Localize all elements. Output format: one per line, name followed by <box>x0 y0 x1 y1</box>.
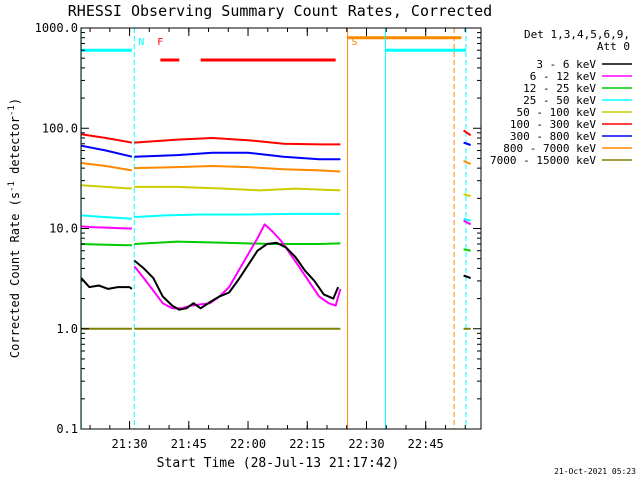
y-tick-label: 0.1 <box>56 422 78 436</box>
legend-label: 300 - 800 keV <box>510 130 596 143</box>
series-line-5-0 <box>81 133 133 144</box>
series-line-2-1 <box>134 240 341 245</box>
series-line-5-2 <box>463 129 472 137</box>
y-tick-label: 1000.0 <box>35 21 78 35</box>
series-line-4-0 <box>81 184 132 190</box>
plot-frame <box>80 27 482 430</box>
series-line-2-0 <box>81 243 132 247</box>
chart-title: RHESSI Observing Summary Count Rates, Co… <box>68 2 492 20</box>
legend-label: 50 - 100 keV <box>517 106 597 119</box>
y-tick-label: 10.0 <box>49 222 78 236</box>
legend-label: 3 - 6 keV <box>536 58 596 71</box>
legend-label: 25 - 50 keV <box>523 94 596 107</box>
x-axis: 21:30 21:45 22:00 22:15 22:30 22:45 <box>89 28 466 451</box>
series-line-7-1 <box>134 165 341 173</box>
series-line-1-1 <box>133 223 342 310</box>
legend-label: 12 - 25 keV <box>523 82 596 95</box>
series-line-7-0 <box>81 162 133 172</box>
annotation-F: F <box>157 37 163 48</box>
series-line-3-2 <box>463 217 471 222</box>
x-tick-label: 22:00 <box>230 437 266 451</box>
y-tick-label: 1.0 <box>56 322 78 336</box>
footer-timestamp: 21-Oct-2021 05:23 <box>554 467 636 476</box>
series-line-0-0 <box>80 277 133 290</box>
series-line-7-2 <box>463 160 472 165</box>
legend-header-line: Att 0 <box>597 40 630 53</box>
series-line-0-2 <box>463 274 472 280</box>
series-line-0-1 <box>133 241 340 311</box>
series-line-5-1 <box>134 137 341 146</box>
legend-label: 6 - 12 keV <box>530 70 597 83</box>
legend-header-line: Det 1,3,4,5,6,9, <box>524 28 630 41</box>
series-line-4-2 <box>463 193 471 198</box>
y-axis: 0.1 1.0 10.0 100.0 1000.0 <box>35 21 481 436</box>
x-tick-label: 22:15 <box>289 437 325 451</box>
series-line-1-2 <box>463 219 472 226</box>
series-line-6-2 <box>463 141 472 146</box>
series-line-4-1 <box>134 185 341 192</box>
series-line-2-2 <box>463 248 471 252</box>
legend-label: 100 - 300 keV <box>510 118 596 131</box>
series-line-6-1 <box>134 151 341 161</box>
annotation-N: N <box>138 37 144 48</box>
legend-label: 7000 - 15000 keV <box>490 154 596 167</box>
x-tick-label: 22:45 <box>408 437 444 451</box>
series-line-3-0 <box>81 214 132 220</box>
series-line-1-0 <box>81 225 132 230</box>
x-axis-label: Start Time (28-Jul-13 21:17:42) <box>157 456 400 471</box>
y-tick-label: 100.0 <box>42 121 78 135</box>
series-line-6-0 <box>81 144 133 158</box>
x-tick-label: 21:45 <box>171 437 207 451</box>
x-tick-label: 22:30 <box>348 437 384 451</box>
y-axis-label: Corrected Count Rate (s-1 detector-1) <box>7 98 22 358</box>
series-line-3-1 <box>134 212 341 219</box>
annotation-S: S <box>352 37 358 48</box>
x-tick-label: 21:30 <box>112 437 148 451</box>
legend-label: 800 - 7000 keV <box>503 142 596 155</box>
